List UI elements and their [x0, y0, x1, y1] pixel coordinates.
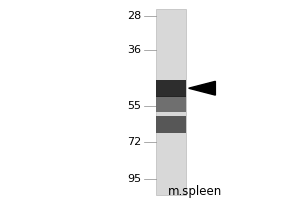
Text: 55: 55 [127, 101, 141, 111]
Text: m.spleen: m.spleen [167, 185, 222, 198]
Bar [156, 96, 186, 112]
Polygon shape [189, 81, 215, 95]
Text: 95: 95 [127, 174, 141, 184]
Bar [156, 80, 186, 97]
Bar [156, 9, 186, 195]
Text: 28: 28 [127, 11, 141, 21]
Bar [156, 116, 186, 133]
Text: 36: 36 [127, 45, 141, 55]
Text: 72: 72 [127, 137, 141, 147]
